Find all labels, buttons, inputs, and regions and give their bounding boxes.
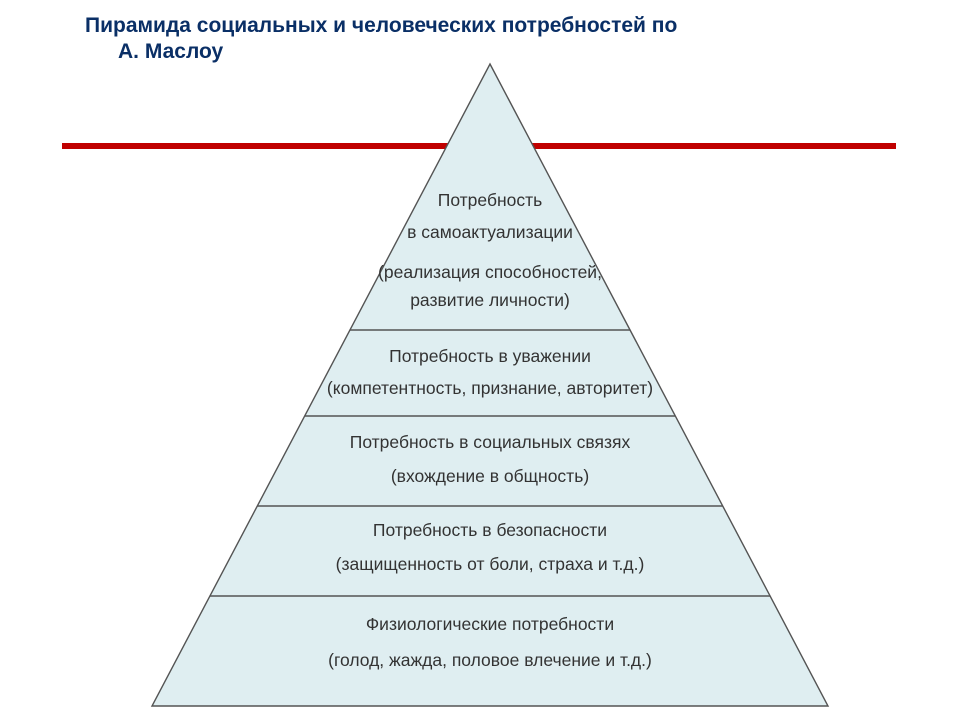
pyramid-level-label: (компетентность, признание, авторитет) <box>327 378 653 398</box>
pyramid-level-label: Потребность в уважении <box>389 346 591 366</box>
pyramid-level-label: (голод, жажда, половое влечение и т.д.) <box>328 650 652 670</box>
pyramid-level-label: Потребность в безопасности <box>373 520 607 540</box>
maslow-pyramid: Потребность в самоактуализации (реализация… <box>150 58 830 710</box>
slide-title-line1: Пирамида социальных и человеческих потре… <box>85 14 677 38</box>
pyramid-level-label: (защищенность от боли, страха и т.д.) <box>336 554 645 574</box>
pyramid-level-label: развитие личности) <box>410 290 570 310</box>
pyramid-level-label: (вхождение в общность) <box>391 466 589 486</box>
pyramid-level-label: Потребность <box>438 190 543 210</box>
pyramid-level-label: (реализация способностей, <box>378 262 602 282</box>
pyramid-level-label: в самоактуализации <box>407 222 573 242</box>
pyramid-level-label: Потребность в социальных связях <box>350 432 631 452</box>
pyramid-level-label: Физиологические потребности <box>366 614 614 634</box>
